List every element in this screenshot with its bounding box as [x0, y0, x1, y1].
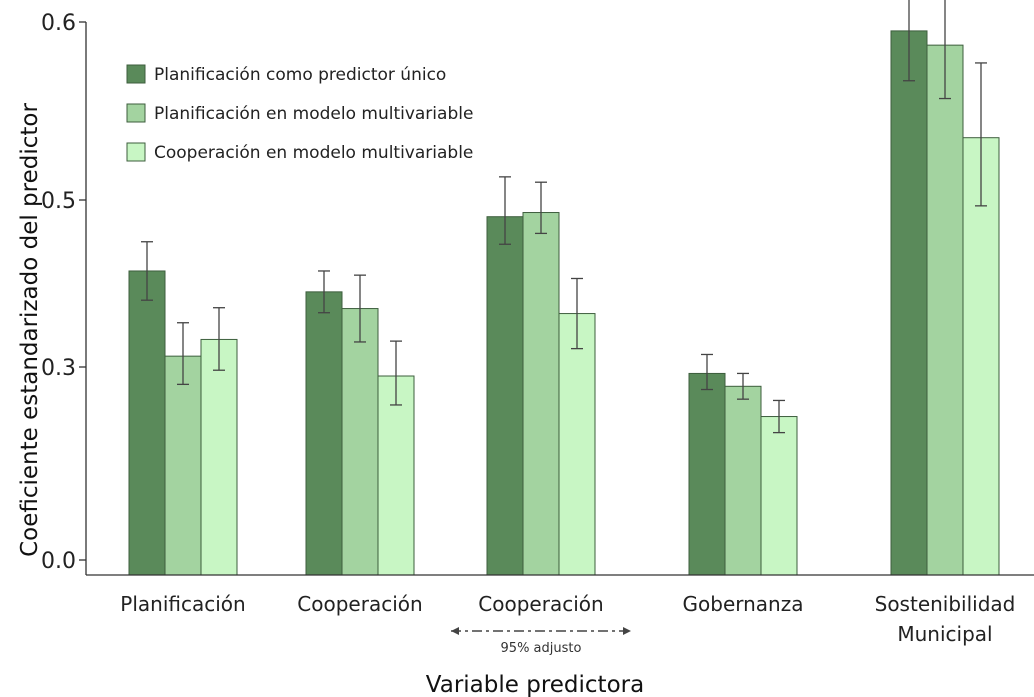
bar	[164, 355, 202, 576]
category-label: Planificación	[120, 592, 245, 616]
y-tick-label: 0.6	[41, 11, 76, 36]
legend-label: Planificación como predictor único	[154, 65, 446, 85]
y-tick-label: 0.3	[41, 356, 76, 381]
bar	[558, 313, 596, 576]
arrow-left-icon	[451, 627, 459, 635]
bar	[486, 216, 524, 576]
category-label: Municipal	[897, 622, 992, 646]
bar	[760, 416, 798, 576]
chart-legend: Planificación como predictor único Planif…	[126, 64, 473, 163]
bar	[200, 338, 238, 576]
chart-axes	[79, 21, 1034, 576]
y-tick-label: 0.5	[41, 189, 76, 214]
legend-label: Cooperación en modelo multivariable	[154, 143, 473, 163]
bar	[890, 30, 928, 576]
axis-labels: 0.0 0.3 0.5 0.6 Planificación Cooperación Coop…	[17, 11, 1015, 697]
bar	[128, 270, 166, 576]
bar	[724, 385, 762, 576]
legend-swatch	[126, 142, 146, 162]
bar	[305, 291, 343, 576]
category-label: Sostenibilidad	[875, 592, 1016, 616]
bar	[341, 308, 379, 576]
annotation-note: 95% adjusto	[501, 641, 582, 656]
y-axis-title: Coeficiente estandarizado del predictor	[17, 103, 43, 557]
bar	[962, 137, 1000, 576]
bar-groups	[128, 0, 1000, 576]
y-tick-label: 0.0	[41, 549, 76, 574]
arrow-right-icon	[623, 627, 631, 635]
category-label: Gobernanza	[683, 592, 804, 616]
category-label: Cooperación	[297, 592, 422, 616]
bar	[926, 44, 964, 576]
x-axis-title: Variable predictora	[426, 672, 644, 697]
bar	[377, 375, 415, 576]
bar	[688, 372, 726, 576]
legend-swatch	[126, 103, 146, 123]
legend-label: Planificación en modelo multivariable	[154, 104, 473, 124]
category-label: Cooperación	[478, 592, 603, 616]
legend-swatch	[126, 64, 146, 84]
bar	[522, 212, 560, 576]
